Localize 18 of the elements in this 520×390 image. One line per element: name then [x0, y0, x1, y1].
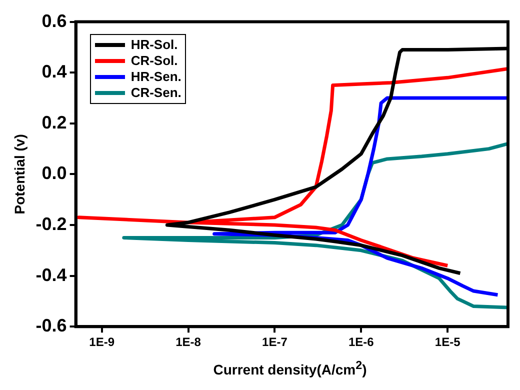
- x-axis-title: Current density(A/cm$^{2}$): [212, 359, 368, 378]
- x-tick-label: 1E-6: [348, 335, 374, 350]
- x-tick-label: 1E-9: [89, 335, 115, 350]
- legend-label: CR-Sol.: [130, 52, 178, 69]
- y-tick-label: 0.0: [42, 163, 67, 184]
- y-tick-label: -0.4: [36, 264, 67, 285]
- legend-label: HR-Sen.: [130, 68, 182, 85]
- x-tick-label: 1E-8: [176, 335, 202, 350]
- y-tick-label: 0.6: [42, 10, 67, 31]
- y-tick-label: 0.4: [42, 62, 67, 82]
- x-tick-label: 1E-7: [262, 335, 288, 350]
- y-tick-label: -0.6: [36, 316, 67, 336]
- y-axis-title: Potential (v): [11, 134, 28, 214]
- legend-label: HR-Sol.: [130, 36, 178, 53]
- y-tick-label: 0.2: [42, 112, 67, 132]
- legend-label: CR-Sen.: [130, 84, 182, 101]
- x-tick-label: 1E-5: [434, 335, 461, 350]
- y-tick-label: -0.2: [36, 214, 67, 234]
